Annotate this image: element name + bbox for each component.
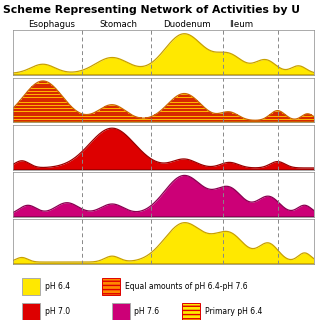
Text: Duodenum: Duodenum bbox=[164, 20, 211, 29]
Text: Ileum: Ileum bbox=[229, 20, 253, 29]
Bar bbox=[22, 278, 40, 295]
Text: pH 7.6: pH 7.6 bbox=[134, 307, 160, 316]
Text: Equal amounts of pH 6.4-pH 7.6: Equal amounts of pH 6.4-pH 7.6 bbox=[125, 282, 247, 291]
Text: Primary pH 6.4: Primary pH 6.4 bbox=[205, 307, 262, 316]
Text: pH 6.4: pH 6.4 bbox=[45, 282, 70, 291]
Text: Stomach: Stomach bbox=[99, 20, 137, 29]
Bar bbox=[102, 278, 120, 295]
Bar bbox=[182, 303, 200, 320]
Text: pH 7.0: pH 7.0 bbox=[45, 307, 70, 316]
Text: Esophagus: Esophagus bbox=[28, 20, 76, 29]
Bar bbox=[22, 303, 40, 320]
Bar bbox=[112, 303, 130, 320]
Text: Scheme Representing Network of Activities by U: Scheme Representing Network of Activitie… bbox=[3, 5, 300, 15]
